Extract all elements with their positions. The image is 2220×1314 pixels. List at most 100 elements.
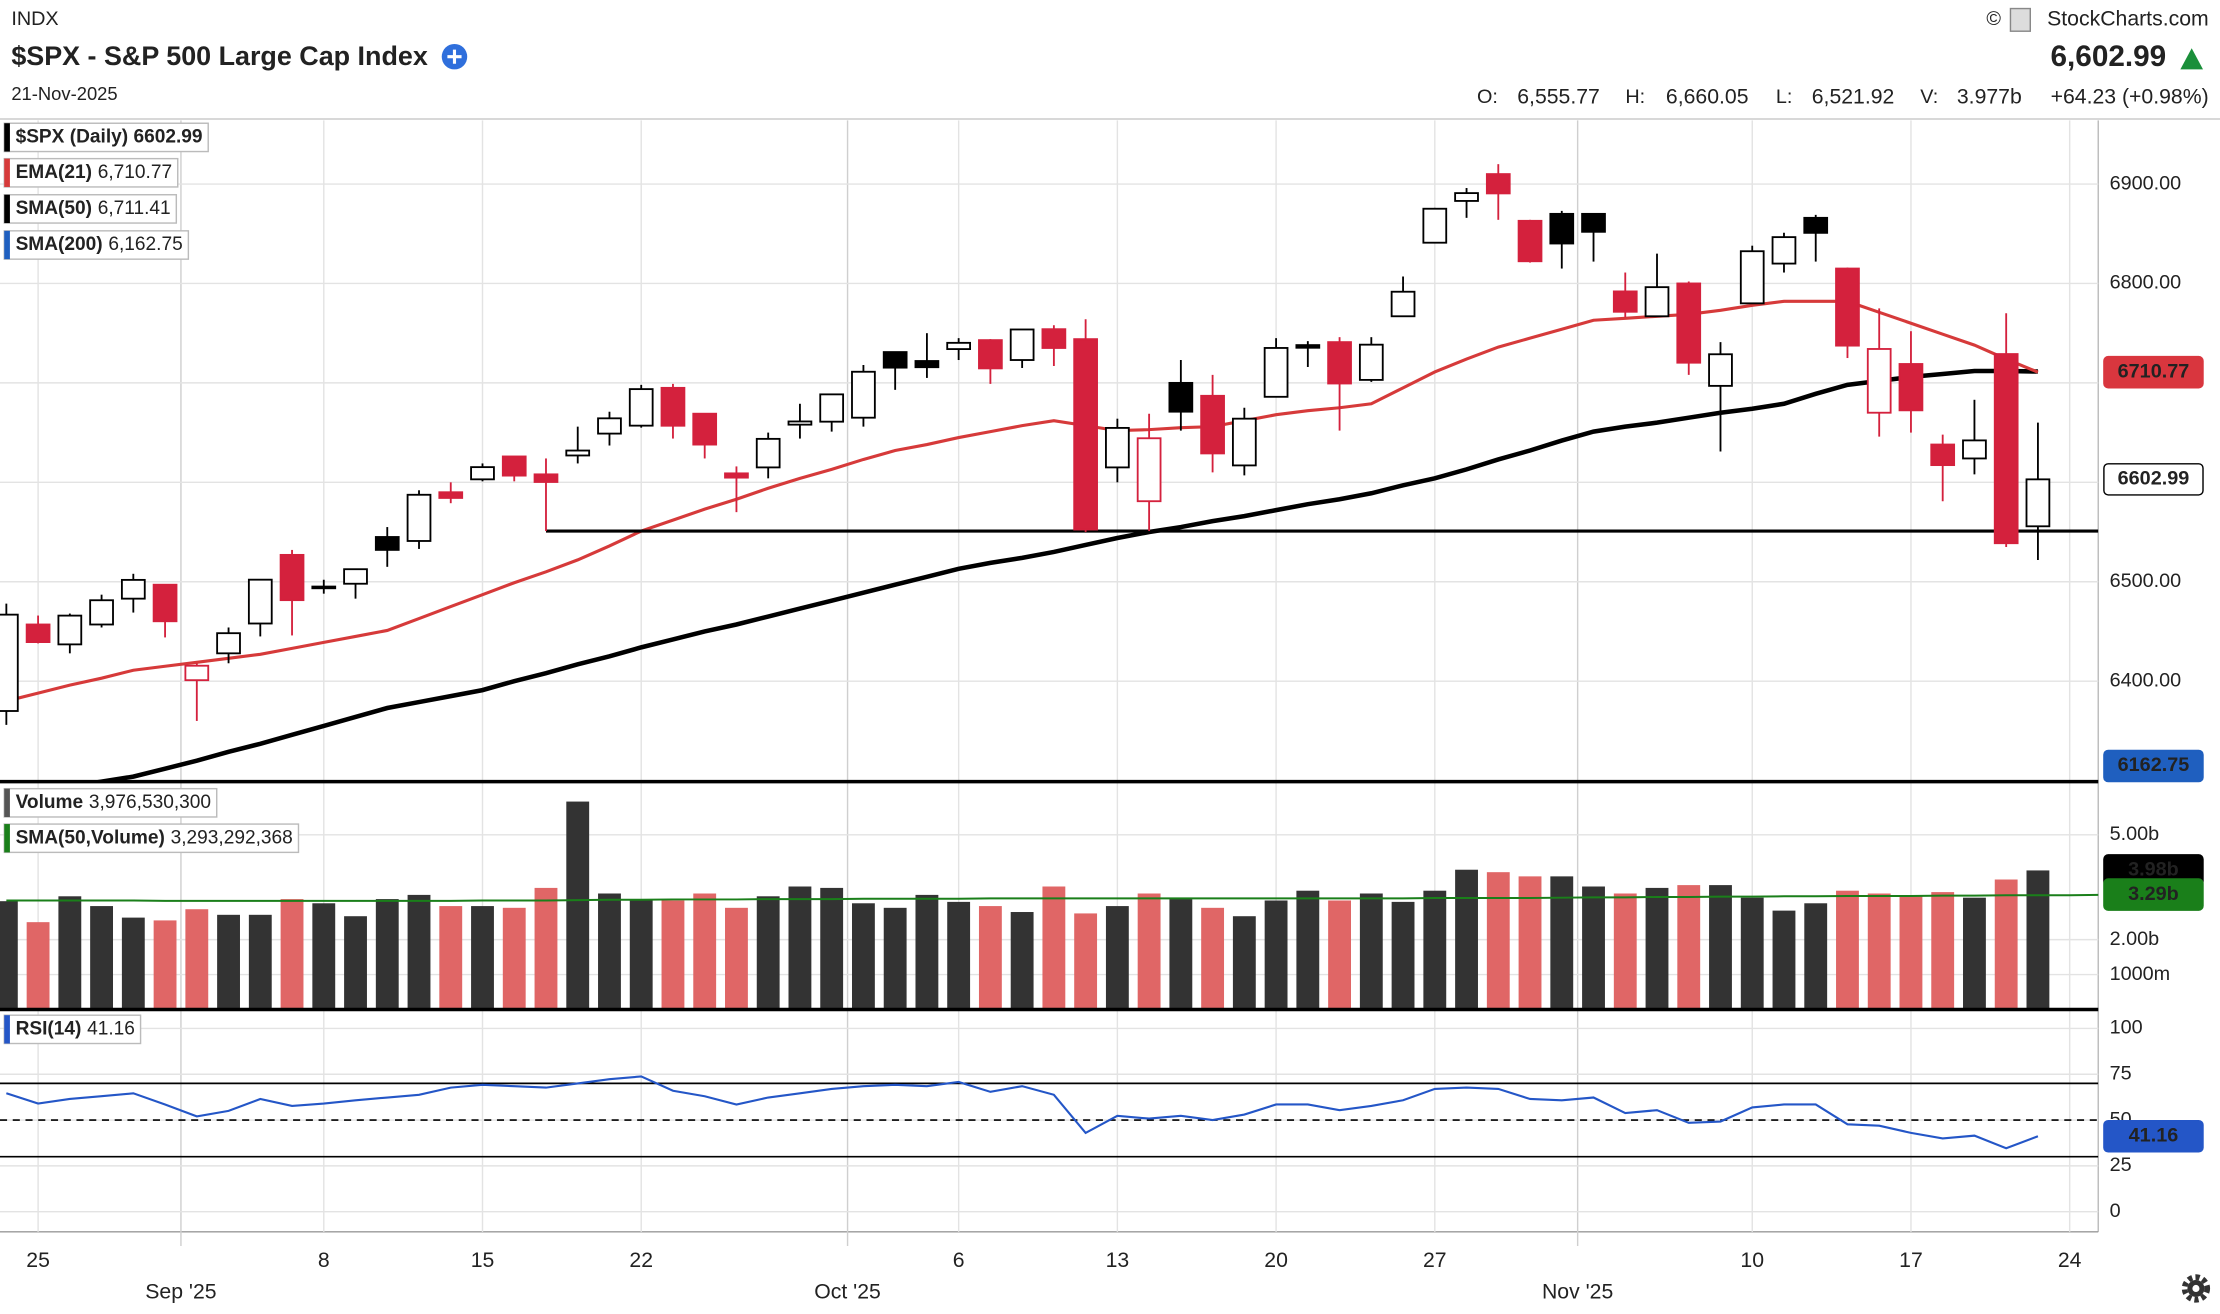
- legend-item: SMA(50) 6,711.41: [3, 194, 178, 224]
- candle-body: [1231, 417, 1257, 467]
- candle-body: [755, 437, 781, 469]
- candle-body: [533, 473, 559, 483]
- legend-item: $SPX (Daily) 6602.99: [3, 122, 209, 153]
- callout-box: [2103, 749, 2204, 783]
- settings-icon[interactable]: [2181, 1274, 2211, 1303]
- legend-name: SMA(50,Volume): [16, 827, 165, 848]
- legend-item: EMA(21) 6,710.77: [3, 157, 179, 188]
- volume-bar: [947, 901, 971, 1010]
- y-tick-label: 2.00b: [2110, 928, 2160, 950]
- volume-bar: [1994, 879, 2018, 1010]
- legend-value: 6,711.41: [98, 198, 171, 219]
- volume-bar: [1963, 897, 1986, 1010]
- x-tick-label: 10: [1740, 1249, 1764, 1272]
- volume-bar: [471, 906, 494, 1010]
- price-plot: [0, 164, 2099, 782]
- volume-bar: [1867, 893, 1891, 1010]
- volume-bar: [598, 893, 621, 1010]
- candle-body: [501, 455, 527, 477]
- chart: 25 8 15 22 6 13 20 27 10 17 24 Sep '25 Oct '25 Nov '2…: [0, 120, 2204, 1303]
- volume-bar: [439, 906, 463, 1010]
- volume-plot: [0, 801, 2099, 1010]
- y-tick-label: 25: [2110, 1154, 2132, 1176]
- volume-bar: [375, 899, 399, 1010]
- brand[interactable]: StockCharts.com: [2047, 7, 2209, 30]
- legend-name: SMA(50): [16, 198, 92, 219]
- candle-body: [1358, 343, 1384, 381]
- volume-bar: [978, 906, 1002, 1010]
- legend-item: Volume 3,976,530,300: [3, 787, 218, 818]
- candle-body: [1105, 426, 1130, 469]
- low-value: 6,521.92: [1812, 85, 1895, 108]
- volume-bar: [1105, 906, 1129, 1010]
- volume-bar: [2026, 870, 2050, 1010]
- candle-body: [1390, 290, 1416, 318]
- candle-body: [1295, 344, 1321, 349]
- legend-value: 6,162.75: [108, 234, 182, 255]
- candle-body: [1581, 212, 1606, 233]
- candle-body: [343, 568, 368, 585]
- candle-body: [1517, 219, 1543, 263]
- axis-callout: 3.98b: [2103, 854, 2204, 887]
- candle-body: [724, 472, 749, 479]
- y-tick-label: 6900.00: [2110, 172, 2182, 194]
- volume-bar: [26, 922, 50, 1010]
- volume-bar: [1074, 913, 1098, 1010]
- last-price: 6,602.99: [2051, 40, 2167, 73]
- candle-body: [1200, 394, 1225, 455]
- legend-swatch: [4, 1015, 10, 1044]
- legend-swatch: [4, 194, 10, 224]
- legend-swatch: [4, 824, 10, 853]
- volume-bar: [312, 903, 336, 1010]
- candle-body: [1962, 439, 1987, 460]
- x-tick-label: 6: [953, 1249, 965, 1272]
- candle-body: [279, 553, 305, 602]
- candle-body: [914, 360, 940, 369]
- candle-body: [1930, 443, 1956, 467]
- y-tick-label: 75: [2110, 1062, 2132, 1084]
- candle-body: [978, 339, 1003, 370]
- legend-box: [3, 1014, 142, 1045]
- candle-body: [1644, 286, 1670, 318]
- axis-callout: 6710.77: [2103, 355, 2204, 389]
- volume-bar: [280, 899, 304, 1010]
- y-tick-label: 1000m: [2110, 963, 2171, 985]
- candle-body: [1073, 338, 1098, 531]
- axis-callout: 41.16: [2103, 1119, 2204, 1153]
- callout-label: 41.16: [2129, 1124, 2179, 1146]
- volume-bar: [534, 887, 558, 1010]
- candle-body: [1803, 216, 1829, 234]
- volume-bar: [1518, 876, 1542, 1010]
- x-tick-label: 13: [1106, 1249, 1130, 1272]
- candle-body: [184, 664, 210, 682]
- exchange: INDX: [11, 8, 58, 30]
- axis-callout: 3.29b: [2103, 878, 2204, 911]
- legend-name: Volume: [16, 792, 84, 813]
- candle-body: [565, 449, 591, 457]
- candle-body: [2025, 478, 2051, 528]
- volume-bar: [1391, 901, 1415, 1010]
- low-label: L:: [1776, 86, 1793, 108]
- volume-bar: [1899, 896, 1923, 1010]
- candle-body: [216, 632, 241, 655]
- candle-body: [882, 351, 908, 369]
- y-tick-label: 0: [2110, 1200, 2121, 1222]
- legend-box: [3, 787, 218, 818]
- volume-bar: [566, 801, 590, 1010]
- axis-callout: 6602.99: [2103, 463, 2204, 496]
- volume-bar: [1836, 890, 1859, 1010]
- high-value: 6,660.05: [1666, 85, 1749, 108]
- legend-name: $SPX (Daily) 6602.99: [16, 126, 203, 147]
- legend-name: EMA(21): [16, 162, 92, 183]
- volume-bar: [1010, 912, 1034, 1010]
- volume-bar: [693, 893, 717, 1010]
- candle-body: [692, 412, 718, 446]
- y-tick-label: 100: [2110, 1017, 2143, 1039]
- volume-bar: [1582, 886, 1605, 1010]
- legend-swatch: [4, 158, 10, 187]
- candle-body: [1041, 328, 1067, 349]
- volume-bar: [883, 907, 907, 1010]
- legend-item: SMA(50,Volume) 3,293,292,368: [3, 823, 300, 854]
- volume-bar: [629, 900, 653, 1010]
- sma-line: [86, 368, 2038, 782]
